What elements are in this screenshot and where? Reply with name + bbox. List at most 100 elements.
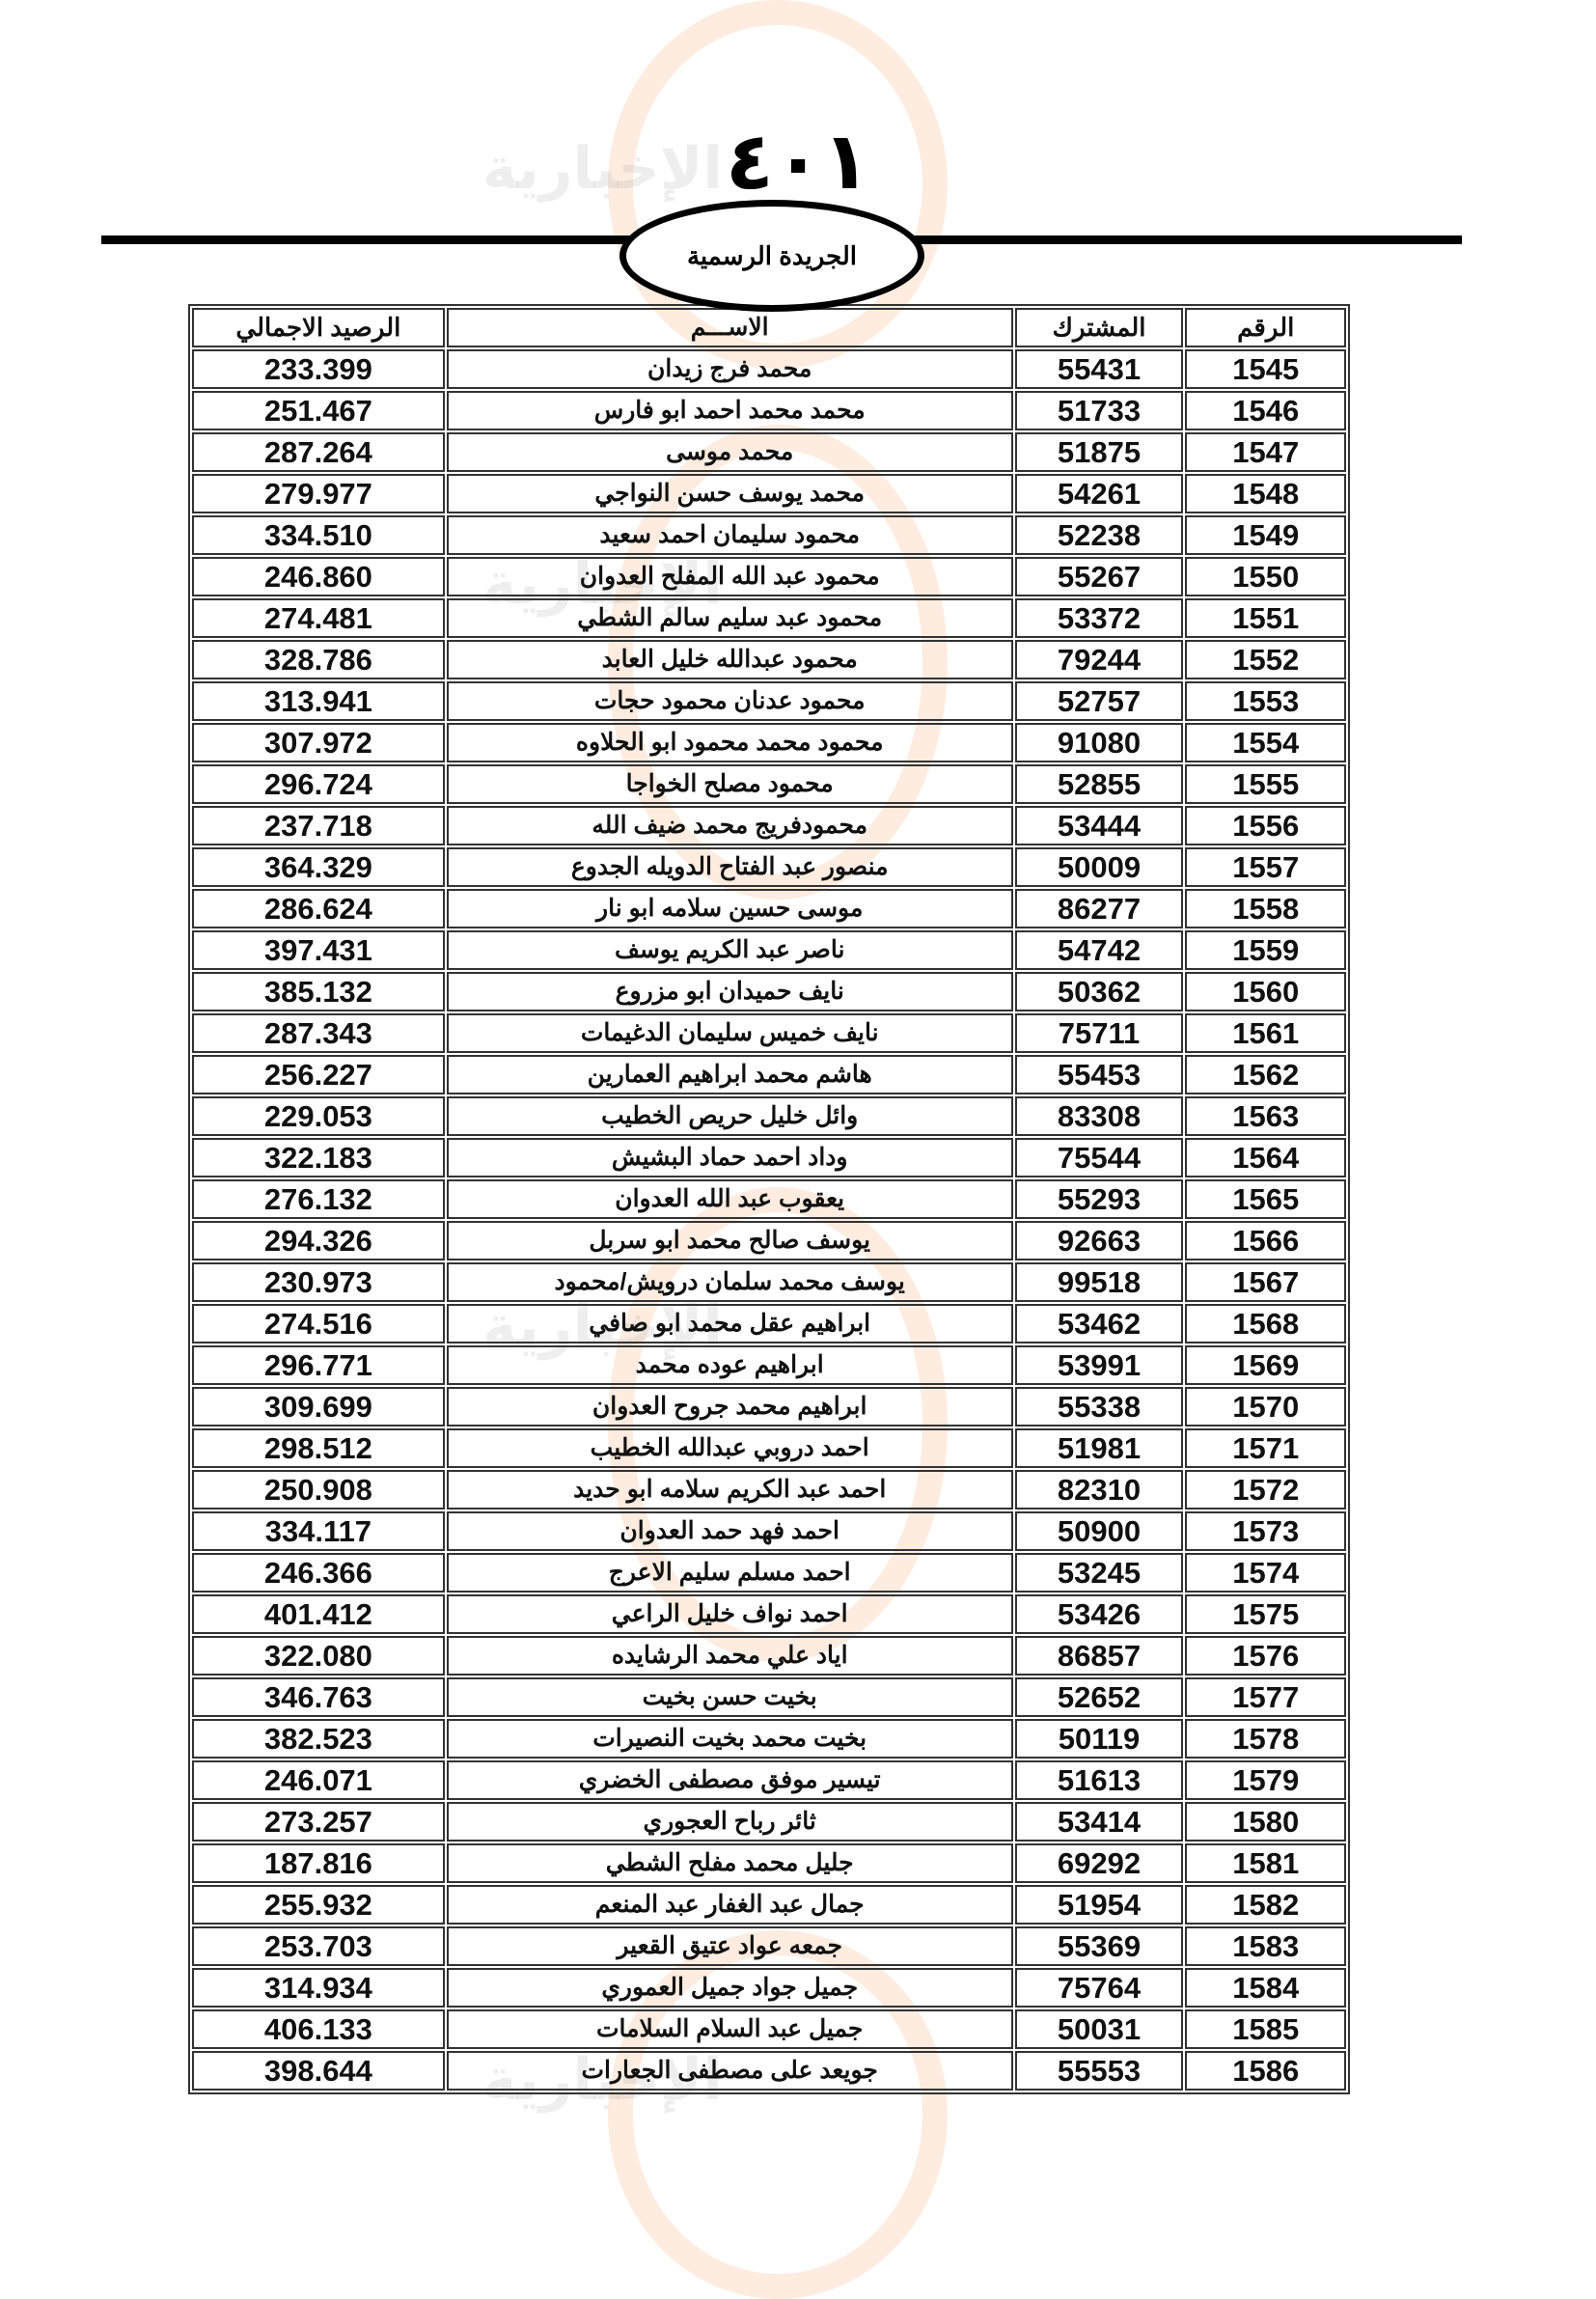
cell-name: محمودفريج محمد ضيف الله bbox=[446, 806, 1013, 845]
table-row: 1571 51981 احمد دروبي عبدالله الخطيب 298.51… bbox=[192, 1428, 1346, 1468]
cell-number: 1579 bbox=[1185, 1760, 1346, 1800]
table-row: 1548 54261 محمد يوسف حسن النواجي 279.977 bbox=[192, 474, 1346, 513]
cell-number: 1561 bbox=[1185, 1013, 1346, 1053]
cell-name: جويعد على مصطفى الجعارات bbox=[446, 2051, 1013, 2091]
table-row: 1555 52855 محمود مصلح الخواجا 296.724 bbox=[192, 764, 1346, 804]
cell-balance: 274.516 bbox=[192, 1304, 445, 1343]
publication-oval: الجريدة الرسمية bbox=[619, 200, 924, 312]
cell-subscriber: 55369 bbox=[1014, 1926, 1184, 1966]
cell-number: 1586 bbox=[1185, 2051, 1346, 2091]
cell-subscriber: 55293 bbox=[1014, 1179, 1184, 1219]
cell-name: اياد علي محمد الرشايده bbox=[446, 1636, 1013, 1676]
cell-name: جليل محمد مفلح الشطي bbox=[446, 1843, 1013, 1883]
cell-name: احمد دروبي عبدالله الخطيب bbox=[446, 1428, 1013, 1468]
cell-number: 1578 bbox=[1185, 1719, 1346, 1759]
cell-subscriber: 79244 bbox=[1014, 640, 1184, 679]
cell-subscriber: 75711 bbox=[1014, 1013, 1184, 1053]
table-row: 1569 53991 ابراهيم عوده محمد 296.771 bbox=[192, 1345, 1346, 1385]
cell-balance: 309.699 bbox=[192, 1387, 445, 1426]
cell-balance: 287.264 bbox=[192, 432, 445, 472]
cell-name: ابراهيم محمد جروح العدوان bbox=[446, 1387, 1013, 1426]
cell-subscriber: 82310 bbox=[1014, 1470, 1184, 1510]
cell-name: محمود عبد الله المفلح العدوان bbox=[446, 557, 1013, 596]
cell-number: 1546 bbox=[1185, 391, 1346, 430]
cell-number: 1556 bbox=[1185, 806, 1346, 845]
subscribers-table: الرقم المشترك الاســـم الرصيد الاجمالي 1… bbox=[188, 304, 1350, 2094]
table-row: 1568 53462 ابراهيم عقل محمد ابو صافي 274.51… bbox=[192, 1304, 1346, 1343]
table-row: 1563 83308 وائل خليل حريص الخطيب 229.053 bbox=[192, 1096, 1346, 1136]
cell-number: 1572 bbox=[1185, 1470, 1346, 1510]
table-row: 1545 55431 محمد فرج زيدان 233.399 bbox=[192, 349, 1346, 389]
cell-balance: 296.724 bbox=[192, 764, 445, 804]
cell-name: محمد محمد احمد ابو فارس bbox=[446, 391, 1013, 430]
cell-name: موسى حسين سلامه ابو نار bbox=[446, 889, 1013, 928]
table-row: 1552 79244 محمود عبدالله خليل العابد 328.78… bbox=[192, 640, 1346, 679]
table-row: 1586 55553 جويعد على مصطفى الجعارات 398.644 bbox=[192, 2051, 1346, 2091]
table-row: 1566 92663 يوسف صالح محمد ابو سربل 294.326 bbox=[192, 1221, 1346, 1260]
table-row: 1574 53245 احمد مسلم سليم الاعرج 246.366 bbox=[192, 1553, 1346, 1593]
cell-name: بخيت محمد بخيت النصيرات bbox=[446, 1719, 1013, 1759]
cell-subscriber: 52238 bbox=[1014, 515, 1184, 555]
cell-subscriber: 53372 bbox=[1014, 598, 1184, 638]
cell-name: محمود عدنان محمود حجات bbox=[446, 681, 1013, 721]
cell-name: جمال عبد الغفار عبد المنعم bbox=[446, 1885, 1013, 1925]
cell-name: بخيت حسن بخيت bbox=[446, 1677, 1013, 1717]
cell-number: 1552 bbox=[1185, 640, 1346, 679]
cell-balance: 237.718 bbox=[192, 806, 445, 845]
cell-number: 1558 bbox=[1185, 889, 1346, 928]
cell-balance: 250.908 bbox=[192, 1470, 445, 1510]
table-row: 1558 86277 موسى حسين سلامه ابو نار 286.624 bbox=[192, 889, 1346, 928]
cell-balance: 246.366 bbox=[192, 1553, 445, 1593]
cell-subscriber: 86857 bbox=[1014, 1636, 1184, 1676]
cell-name: هاشم محمد ابراهيم العمارين bbox=[446, 1055, 1013, 1094]
cell-balance: 287.343 bbox=[192, 1013, 445, 1053]
cell-name: ابراهيم عقل محمد ابو صافي bbox=[446, 1304, 1013, 1343]
cell-subscriber: 55431 bbox=[1014, 349, 1184, 389]
cell-name: نايف حميدان ابو مزروع bbox=[446, 972, 1013, 1011]
cell-balance: 397.431 bbox=[192, 930, 445, 970]
cell-subscriber: 51613 bbox=[1014, 1760, 1184, 1800]
publication-title: الجريدة الرسمية bbox=[686, 240, 858, 270]
cell-balance: 322.080 bbox=[192, 1636, 445, 1676]
cell-number: 1557 bbox=[1185, 847, 1346, 887]
cell-name: جميل عبد السلام السلامات bbox=[446, 2009, 1013, 2049]
cell-number: 1551 bbox=[1185, 598, 1346, 638]
cell-balance: 279.977 bbox=[192, 474, 445, 513]
cell-name: نايف خميس سليمان الدغيمات bbox=[446, 1013, 1013, 1053]
cell-subscriber: 54742 bbox=[1014, 930, 1184, 970]
cell-subscriber: 50119 bbox=[1014, 1719, 1184, 1759]
cell-balance: 298.512 bbox=[192, 1428, 445, 1468]
cell-balance: 364.329 bbox=[192, 847, 445, 887]
cell-subscriber: 50031 bbox=[1014, 2009, 1184, 2049]
cell-balance: 328.786 bbox=[192, 640, 445, 679]
table-row: 1581 69292 جليل محمد مفلح الشطي 187.816 bbox=[192, 1843, 1346, 1883]
cell-name: ناصر عبد الكريم يوسف bbox=[446, 930, 1013, 970]
cell-name: تيسير موفق مصطفى الخضري bbox=[446, 1760, 1013, 1800]
cell-balance: 313.941 bbox=[192, 681, 445, 721]
cell-subscriber: 51981 bbox=[1014, 1428, 1184, 1468]
cell-balance: 286.624 bbox=[192, 889, 445, 928]
cell-name: ثائر رباح العجوري bbox=[446, 1802, 1013, 1842]
table-row: 1561 75711 نايف خميس سليمان الدغيمات 287.34… bbox=[192, 1013, 1346, 1053]
cell-number: 1580 bbox=[1185, 1802, 1346, 1842]
cell-subscriber: 69292 bbox=[1014, 1843, 1184, 1883]
table-row: 1585 50031 جميل عبد السلام السلامات 406.133 bbox=[192, 2009, 1346, 2049]
cell-balance: 406.133 bbox=[192, 2009, 445, 2049]
cell-subscriber: 99518 bbox=[1014, 1262, 1184, 1302]
table-row: 1573 50900 احمد فهد حمد العدوان 334.117 bbox=[192, 1511, 1346, 1551]
cell-name: محمود عبدالله خليل العابد bbox=[446, 640, 1013, 679]
cell-balance: 246.860 bbox=[192, 557, 445, 596]
cell-balance: 346.763 bbox=[192, 1677, 445, 1717]
cell-subscriber: 53462 bbox=[1014, 1304, 1184, 1343]
cell-name: يوسف محمد سلمان درويش/محمود bbox=[446, 1262, 1013, 1302]
cell-number: 1569 bbox=[1185, 1345, 1346, 1385]
cell-name: محمود عبد سليم سالم الشطي bbox=[446, 598, 1013, 638]
cell-name: احمد مسلم سليم الاعرج bbox=[446, 1553, 1013, 1593]
cell-subscriber: 92663 bbox=[1014, 1221, 1184, 1260]
cell-number: 1564 bbox=[1185, 1138, 1346, 1177]
cell-balance: 398.644 bbox=[192, 2051, 445, 2091]
cell-number: 1585 bbox=[1185, 2009, 1346, 2049]
cell-number: 1584 bbox=[1185, 1968, 1346, 2008]
cell-balance: 187.816 bbox=[192, 1843, 445, 1883]
cell-balance: 307.972 bbox=[192, 723, 445, 762]
